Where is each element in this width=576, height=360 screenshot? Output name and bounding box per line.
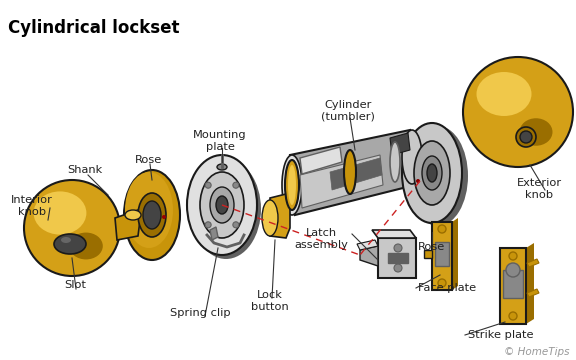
Ellipse shape: [288, 165, 296, 205]
Bar: [503, 270, 523, 298]
Circle shape: [520, 131, 532, 143]
Text: Lock
button: Lock button: [251, 290, 289, 312]
Polygon shape: [378, 238, 416, 278]
Bar: [435, 242, 449, 266]
Text: Mounting
plate: Mounting plate: [193, 130, 247, 152]
Ellipse shape: [61, 237, 71, 243]
Circle shape: [416, 179, 420, 183]
Ellipse shape: [217, 164, 227, 170]
Ellipse shape: [344, 150, 356, 194]
Circle shape: [438, 279, 446, 287]
Circle shape: [394, 244, 402, 252]
Ellipse shape: [414, 141, 450, 205]
Ellipse shape: [216, 196, 228, 214]
Ellipse shape: [506, 263, 520, 277]
Ellipse shape: [402, 123, 462, 223]
Ellipse shape: [210, 187, 234, 223]
Circle shape: [205, 222, 211, 228]
Polygon shape: [390, 133, 410, 155]
Ellipse shape: [33, 192, 86, 235]
Circle shape: [438, 225, 446, 233]
Circle shape: [233, 182, 239, 188]
Ellipse shape: [124, 170, 180, 260]
Circle shape: [394, 264, 402, 272]
Ellipse shape: [54, 234, 86, 254]
Ellipse shape: [191, 159, 261, 259]
Polygon shape: [300, 155, 383, 208]
Polygon shape: [452, 218, 458, 290]
Polygon shape: [357, 240, 378, 250]
Ellipse shape: [408, 126, 468, 226]
Polygon shape: [115, 210, 140, 240]
Polygon shape: [270, 194, 290, 238]
Polygon shape: [424, 250, 432, 258]
Text: Slot: Slot: [64, 280, 86, 290]
Text: Rose: Rose: [134, 155, 162, 165]
Text: Exterior
knob: Exterior knob: [517, 178, 562, 199]
Ellipse shape: [402, 130, 422, 184]
Circle shape: [516, 127, 536, 147]
Ellipse shape: [187, 155, 257, 255]
Polygon shape: [527, 289, 539, 297]
Ellipse shape: [200, 172, 244, 238]
Ellipse shape: [138, 193, 166, 237]
Circle shape: [509, 312, 517, 320]
Text: Shank: Shank: [67, 165, 103, 175]
Circle shape: [162, 215, 166, 219]
Polygon shape: [526, 243, 534, 324]
Bar: [500, 248, 526, 324]
Polygon shape: [388, 253, 408, 263]
Text: Rose: Rose: [418, 242, 446, 252]
Circle shape: [463, 57, 573, 167]
Circle shape: [233, 222, 239, 228]
Polygon shape: [372, 230, 416, 238]
Text: Cylinder
(tumbler): Cylinder (tumbler): [321, 100, 375, 122]
Ellipse shape: [143, 201, 161, 229]
Ellipse shape: [125, 210, 141, 220]
Ellipse shape: [285, 160, 299, 210]
Text: Interior
knob: Interior knob: [11, 195, 53, 217]
Text: Spring clip: Spring clip: [170, 308, 230, 318]
Ellipse shape: [262, 200, 278, 236]
Ellipse shape: [69, 233, 103, 260]
Ellipse shape: [282, 155, 302, 215]
Polygon shape: [300, 147, 342, 174]
Text: Strike plate: Strike plate: [468, 330, 533, 340]
Polygon shape: [527, 259, 539, 267]
Text: © HomeTips: © HomeTips: [505, 347, 570, 357]
Ellipse shape: [422, 156, 442, 190]
Bar: [432, 222, 452, 290]
Polygon shape: [360, 246, 378, 266]
Text: Cylindrical lockset: Cylindrical lockset: [8, 19, 180, 37]
Text: Latch
assembly: Latch assembly: [294, 228, 348, 249]
Polygon shape: [330, 158, 382, 190]
Ellipse shape: [476, 72, 532, 116]
Circle shape: [24, 180, 120, 276]
Ellipse shape: [520, 118, 552, 146]
Text: Face plate: Face plate: [418, 283, 476, 293]
Polygon shape: [210, 227, 218, 240]
Circle shape: [509, 252, 517, 260]
Circle shape: [205, 182, 211, 188]
Ellipse shape: [125, 172, 173, 248]
Ellipse shape: [427, 164, 437, 182]
Polygon shape: [290, 130, 415, 215]
Ellipse shape: [390, 142, 400, 182]
